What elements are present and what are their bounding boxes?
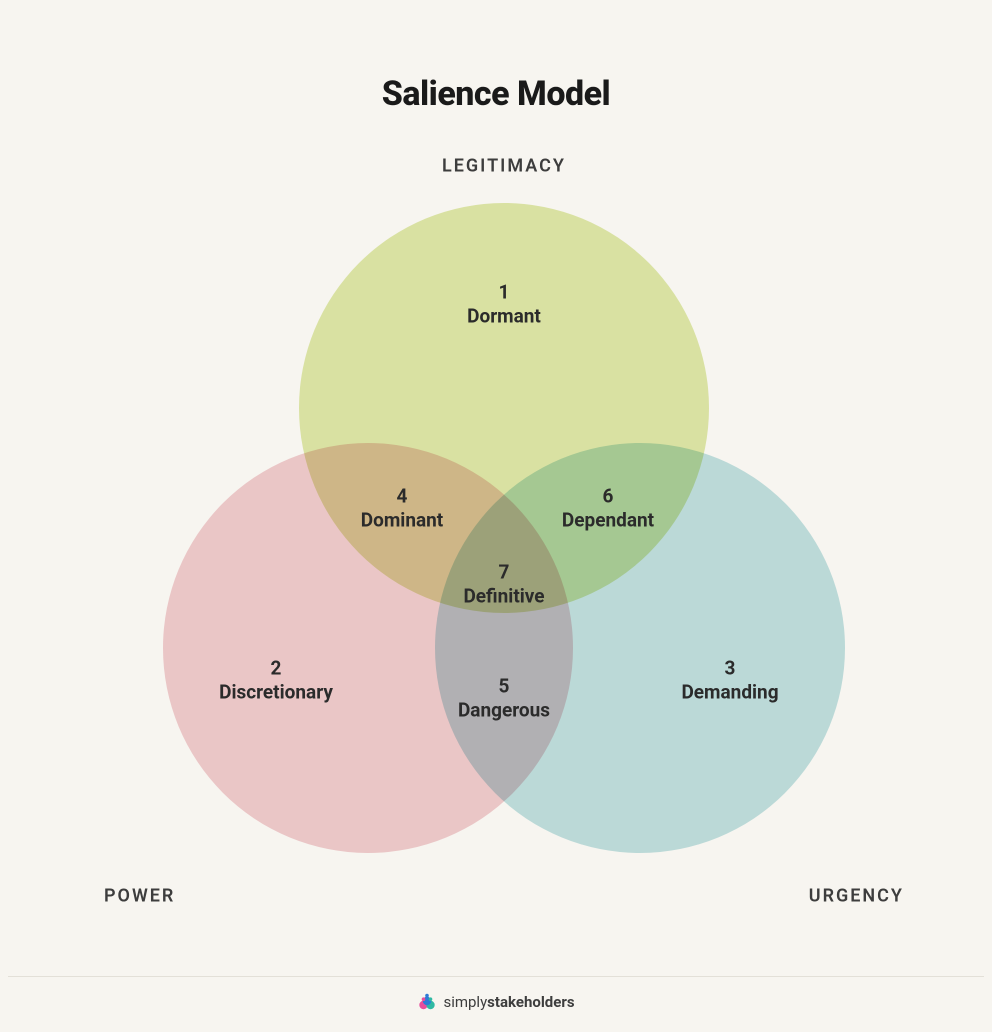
brand-icon: [417, 992, 437, 1012]
region-definitive: 7Definitive: [463, 560, 544, 608]
region-dominant: 4Dominant: [361, 484, 443, 532]
brand-suffix: stakeholders: [487, 993, 574, 1011]
region-demanding: 3Demanding: [681, 656, 778, 704]
region-name: Dependant: [562, 508, 654, 532]
region-dependant: 6Dependant: [562, 484, 654, 532]
brand-text: simplystakeholders: [443, 993, 574, 1011]
footer-divider: [8, 976, 984, 977]
region-name: Demanding: [681, 680, 778, 704]
region-name: Definitive: [463, 584, 544, 608]
region-number: 5: [458, 674, 550, 698]
region-name: Dangerous: [458, 698, 550, 722]
region-name: Discretionary: [219, 680, 333, 704]
venn-diagram: [8, 8, 992, 1032]
region-number: 2: [219, 656, 333, 680]
region-number: 1: [467, 280, 541, 304]
region-number: 4: [361, 484, 443, 508]
region-number: 7: [463, 560, 544, 584]
brand-prefix: simply: [443, 993, 487, 1011]
region-name: Dominant: [361, 508, 443, 532]
footer-brand: simplystakeholders: [8, 992, 984, 1012]
region-number: 3: [681, 656, 778, 680]
diagram-card: Salience Model LEGITIMACY POWER URGENCY …: [8, 8, 984, 1016]
region-number: 6: [562, 484, 654, 508]
region-dangerous: 5Dangerous: [458, 674, 550, 722]
region-dormant: 1Dormant: [467, 280, 541, 328]
region-name: Dormant: [467, 304, 541, 328]
region-discretionary: 2Discretionary: [219, 656, 333, 704]
